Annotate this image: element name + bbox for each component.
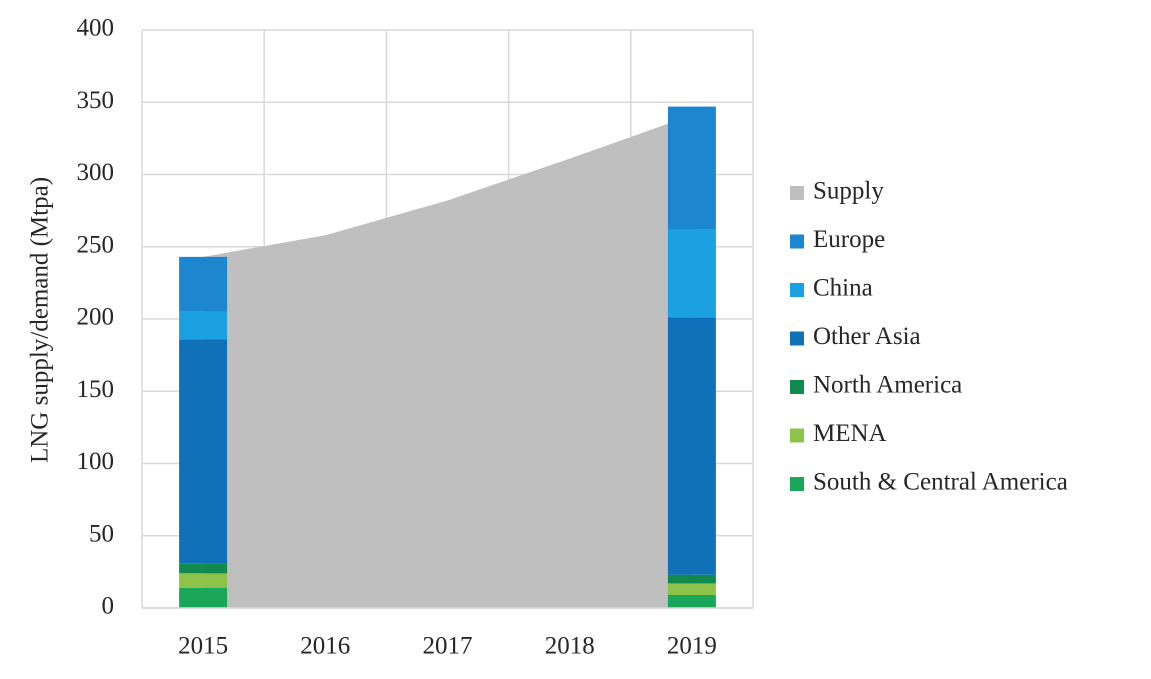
y-tick-label: 50: [89, 520, 114, 547]
y-tick-label: 250: [77, 231, 115, 258]
bar-segment: [179, 256, 228, 312]
bar-segment: [179, 339, 228, 564]
legend-swatch: [790, 331, 804, 346]
legend-swatch: [790, 283, 804, 297]
legend-label: Europe: [813, 226, 885, 253]
bar-segment: [667, 583, 716, 595]
legend-label: China: [813, 275, 873, 302]
y-axis-label: LNG supply/demand (Mtpa): [27, 177, 54, 463]
x-tick-label: 2019: [667, 633, 717, 660]
bar-segment: [667, 229, 716, 318]
legend-label: Supply: [813, 178, 884, 205]
x-tick-label: 2017: [423, 633, 473, 660]
legend-swatch: [790, 380, 804, 394]
legend-swatch: [790, 186, 804, 200]
legend-label: North America: [813, 372, 962, 399]
bar-segment: [667, 106, 716, 230]
y-tick-label: 400: [77, 15, 115, 42]
y-tick-label: 0: [102, 593, 115, 620]
bar-segment: [667, 594, 716, 608]
legend-label: South & Central America: [813, 469, 1068, 496]
y-tick-label: 200: [77, 304, 115, 331]
y-tick-label: 300: [77, 159, 115, 186]
x-tick-label: 2018: [545, 633, 595, 660]
supply-area: [203, 115, 692, 608]
bar-segment: [179, 587, 228, 608]
legend-swatch: [790, 428, 804, 443]
y-tick-label: 150: [77, 376, 115, 403]
y-tick-label: 100: [77, 448, 115, 475]
x-tick-label: 2015: [178, 633, 228, 660]
bar-segment: [179, 563, 228, 574]
legend-swatch: [790, 234, 804, 249]
y-tick-label: 350: [77, 87, 115, 114]
legend-label: MENA: [813, 420, 887, 447]
bar-segment: [179, 573, 228, 588]
bar-segment: [179, 311, 228, 340]
legend-swatch: [790, 477, 804, 491]
bar-segment: [667, 574, 716, 584]
x-tick-label: 2016: [300, 633, 350, 660]
legend-label: Other Asia: [813, 323, 921, 350]
bar-segment: [667, 317, 716, 575]
